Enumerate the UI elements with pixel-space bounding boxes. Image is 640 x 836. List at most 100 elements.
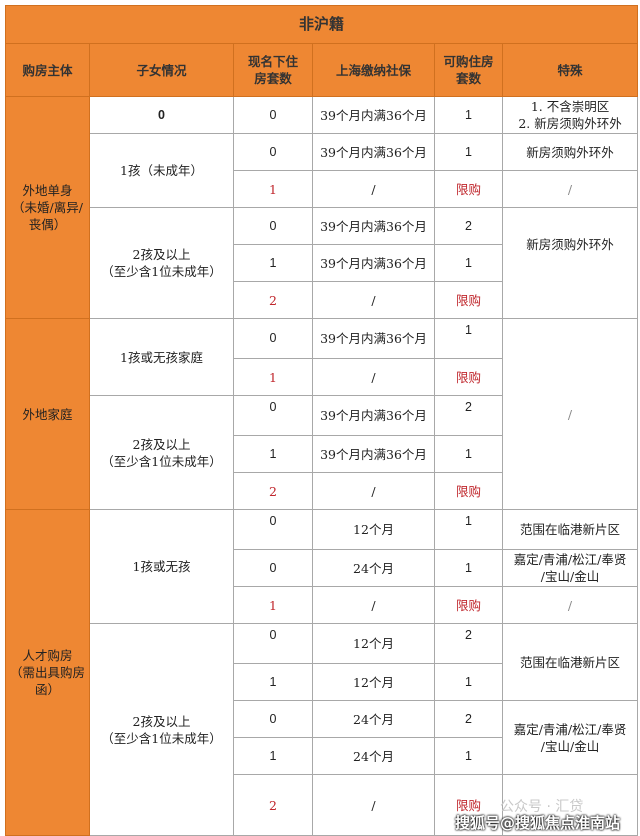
special-cell: /	[501, 318, 639, 510]
allowed-cell: 1	[434, 663, 503, 701]
social-cell: 39个月内满36个月	[312, 435, 435, 473]
subject-cell: 人才购房 （需出具购房函）	[5, 509, 90, 836]
table-row: 外地家庭 1孩或无孩家庭 0 39个月内满36个月 1 /	[5, 318, 639, 510]
table-row: 2孩及以上 （至少含1位未成年） 0 12个月 2 范围在临港新片区	[6, 623, 639, 836]
social-cell: 39个月内满36个月	[312, 133, 435, 171]
table-row: 1 39个月内满36个月 1	[6, 244, 638, 282]
allowed-cell: 限购	[434, 774, 503, 836]
children-cell: 0	[89, 96, 234, 134]
owned-cell: 0	[233, 509, 313, 550]
social-cell: 24个月	[312, 700, 435, 738]
social-cell: 12个月	[312, 509, 435, 550]
owned-cell: 1	[233, 586, 313, 624]
social-cell: 39个月内满36个月	[312, 395, 435, 436]
children-cell: 1孩（未成年）	[89, 133, 234, 208]
subject-cell: 外地家庭	[5, 318, 90, 510]
special-cell-empty	[501, 774, 639, 836]
header-children: 子女情况	[89, 43, 234, 97]
social-cell: /	[312, 586, 435, 624]
watermark-wechat: 公众号 · 汇贷	[500, 799, 584, 815]
table-row: 2孩及以上 （至少含1位未成年） 0 39个月内满36个月 2 新房须购外环外	[6, 207, 639, 319]
allowed-cell: 1	[434, 435, 503, 473]
social-cell: 24个月	[312, 549, 435, 587]
owned-cell: 2	[233, 774, 313, 836]
special-cell: 1. 不含崇明区 2. 新房须购外环外	[501, 96, 639, 134]
allowed-cell: 1	[434, 244, 503, 282]
subject-cell: 外地单身 （未婚/离异/丧偶）	[5, 96, 90, 319]
social-cell: 12个月	[312, 623, 435, 664]
owned-cell: 0	[233, 395, 313, 436]
social-cell: 39个月内满36个月	[312, 207, 435, 245]
social-cell: /	[312, 281, 435, 319]
allowed-cell: 限购	[434, 170, 503, 208]
header-subject: 购房主体	[5, 43, 90, 97]
owned-cell: 0	[233, 207, 313, 245]
table-row: 0 24个月 1 嘉定/青浦/松江/奉贤 /宝山/金山	[6, 549, 639, 587]
allowed-cell: 限购	[434, 472, 503, 510]
children-cell: 1孩或无孩家庭	[89, 318, 234, 396]
header-owned: 现名下住房套数	[233, 43, 313, 97]
special-cell: /	[501, 170, 639, 208]
social-cell: 39个月内满36个月	[312, 96, 435, 134]
table-row: 外地单身 （未婚/离异/丧偶） 0 0 39个月内满36个月 1 1. 不含崇明…	[5, 96, 639, 319]
social-cell: 39个月内满36个月	[312, 244, 435, 282]
owned-cell: 0	[233, 133, 313, 171]
allowed-cell: 限购	[434, 281, 503, 319]
header-allowed: 可购住房套数	[434, 43, 503, 97]
owned-cell: 2	[233, 281, 313, 319]
owned-cell: 0	[233, 96, 313, 134]
special-cell: /	[501, 586, 639, 624]
social-cell: 39个月内满36个月	[312, 318, 435, 359]
allowed-cell: 2	[434, 623, 503, 664]
header-row: 购房主体 子女情况 现名下住房套数 上海缴纳社保 可购住房套数 特殊	[5, 43, 639, 97]
special-cell: 嘉定/青浦/松江/奉贤 /宝山/金山	[501, 700, 639, 775]
table-title: 非沪籍	[4, 5, 639, 44]
children-cell: 2孩及以上 （至少含1位未成年）	[89, 207, 234, 319]
header-social: 上海缴纳社保	[312, 43, 435, 97]
allowed-cell: 1	[434, 549, 503, 587]
watermark-sohu: 搜狐号@搜狐焦点淮南站	[455, 814, 621, 832]
table-row: 2 / 限购	[6, 774, 639, 836]
policy-table: 非沪籍 购房主体 子女情况 现名下住房套数 上海缴纳社保 可购住房套数 特殊 外…	[4, 5, 639, 836]
social-cell: /	[312, 170, 435, 208]
special-cell: 新房须购外环外	[501, 207, 639, 319]
special-cell: 范围在临港新片区	[501, 623, 639, 701]
owned-cell: 1	[233, 737, 313, 775]
children-cell: 2孩及以上 （至少含1位未成年）	[89, 623, 234, 836]
table-row: 1 39个月内满36个月 1	[6, 435, 638, 473]
special-cell: 嘉定/青浦/松江/奉贤 /宝山/金山	[501, 549, 639, 587]
owned-cell: 2	[233, 472, 313, 510]
special-cell: 新房须购外环外	[501, 133, 639, 171]
owned-cell: 0	[233, 549, 313, 587]
allowed-cell: 2	[434, 395, 503, 436]
table-row: 1 12个月 1	[6, 663, 638, 701]
owned-cell: 1	[233, 244, 313, 282]
table-row: 2 / 限购	[6, 472, 638, 510]
header-special: 特殊	[501, 43, 639, 97]
table-row: 人才购房 （需出具购房函） 1孩或无孩 0 12个月 1 范围在临港新片区	[5, 509, 639, 836]
social-cell: /	[312, 472, 435, 510]
allowed-cell: 1	[434, 509, 503, 550]
children-cell: 1孩或无孩	[89, 509, 234, 624]
owned-cell: 0	[233, 700, 313, 738]
allowed-cell: 2	[434, 700, 503, 738]
social-cell: /	[312, 774, 435, 836]
social-cell: 24个月	[312, 737, 435, 775]
allowed-cell: 1	[434, 318, 503, 359]
table-row: 1 / 限购	[6, 358, 638, 396]
table-row: 1孩（未成年） 0 39个月内满36个月 1 新房须购外环外	[6, 133, 639, 208]
table-row: 1 / 限购 /	[6, 170, 639, 208]
allowed-cell: 限购	[434, 358, 503, 396]
allowed-cell: 1	[434, 133, 503, 171]
table-row: 0 24个月 2 嘉定/青浦/松江/奉贤 /宝山/金山	[6, 700, 639, 775]
owned-cell: 1	[233, 170, 313, 208]
owned-cell: 0	[233, 318, 313, 359]
allowed-cell: 1	[434, 737, 503, 775]
owned-cell: 1	[233, 358, 313, 396]
children-cell: 2孩及以上 （至少含1位未成年）	[89, 395, 234, 510]
social-cell: 12个月	[312, 663, 435, 701]
allowed-cell: 2	[434, 207, 503, 245]
owned-cell: 1	[233, 663, 313, 701]
allowed-cell: 限购	[434, 586, 503, 624]
owned-cell: 1	[233, 435, 313, 473]
